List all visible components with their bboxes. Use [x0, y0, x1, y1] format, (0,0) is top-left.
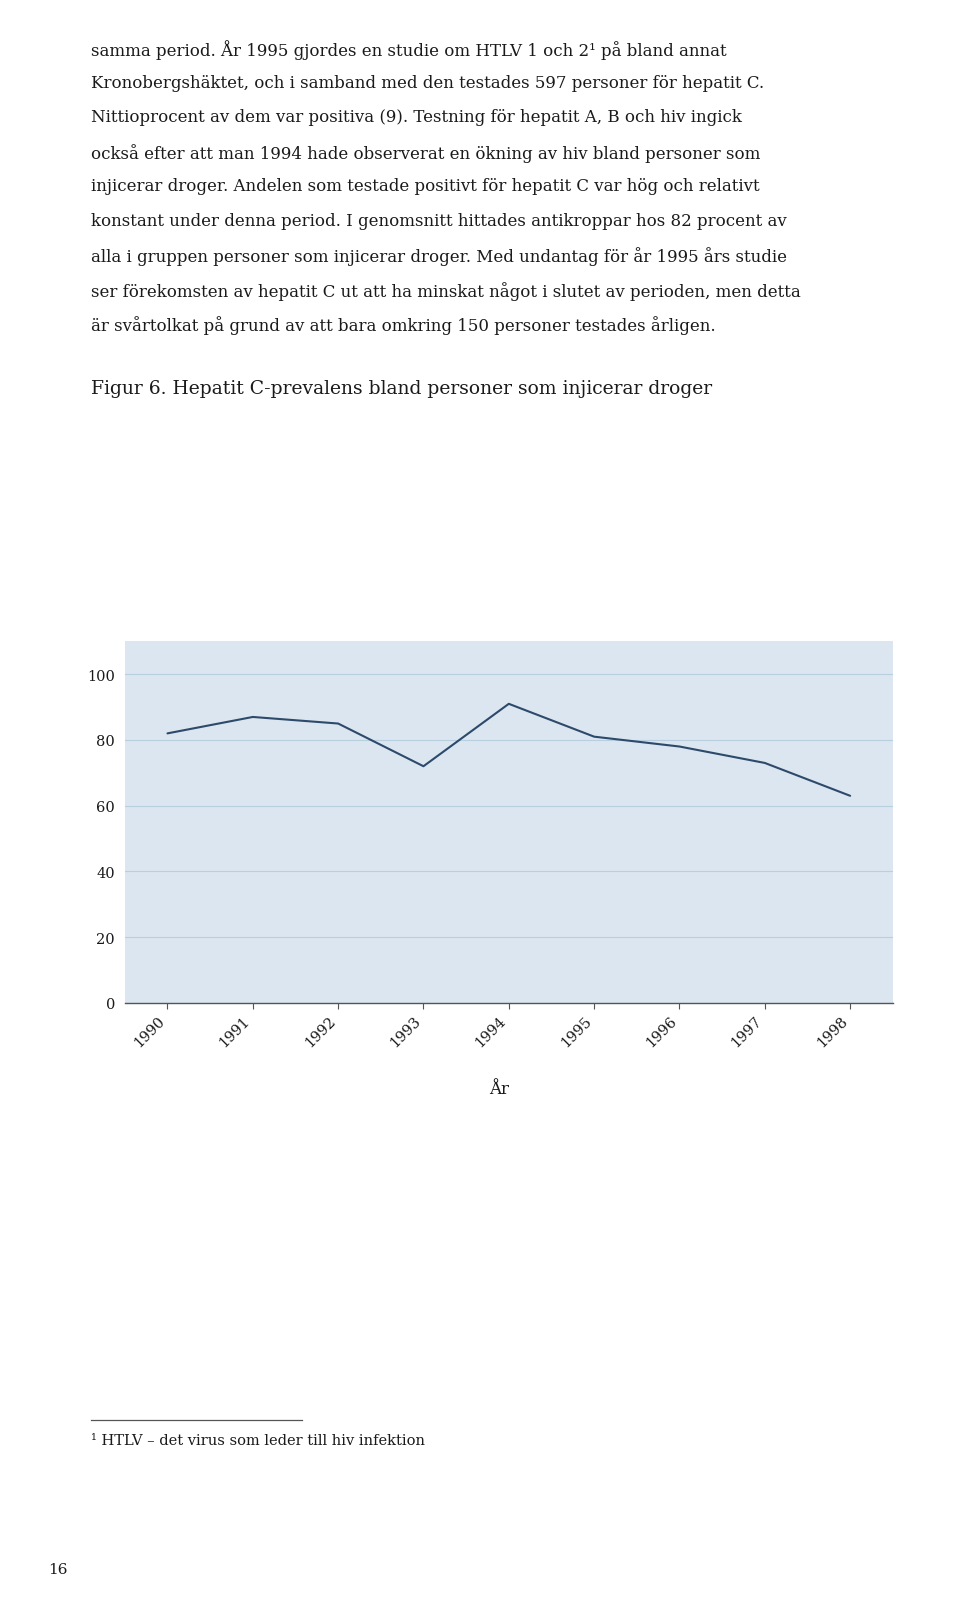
- Text: 16: 16: [48, 1562, 67, 1576]
- Text: ¹ HTLV – det virus som leder till hiv infektion: ¹ HTLV – det virus som leder till hiv in…: [91, 1433, 425, 1448]
- Text: samma period. År 1995 gjordes en studie om HTLV 1 och 2¹ på bland annat: samma period. År 1995 gjordes en studie …: [91, 40, 727, 59]
- Text: Kronobergshäktet, och i samband med den testades 597 personer för hepatit C.: Kronobergshäktet, och i samband med den …: [91, 74, 764, 91]
- Text: är svårtolkat på grund av att bara omkring 150 personer testades årligen.: är svårtolkat på grund av att bara omkri…: [91, 316, 716, 335]
- Text: alla i gruppen personer som injicerar droger. Med undantag för år 1995 års studi: alla i gruppen personer som injicerar dr…: [91, 247, 787, 266]
- Text: År: År: [490, 1080, 509, 1098]
- Text: ser förekomsten av hepatit C ut att ha minskat något i slutet av perioden, men d: ser förekomsten av hepatit C ut att ha m…: [91, 281, 801, 300]
- Text: injicerar droger. Andelen som testade positivt för hepatit C var hög och relativ: injicerar droger. Andelen som testade po…: [91, 178, 759, 196]
- Text: Figur 6. Hepatit C-prevalens bland personer som injicerar droger: Figur 6. Hepatit C-prevalens bland perso…: [91, 380, 712, 398]
- Text: Nittioprocent av dem var positiva (9). Testning för hepatit A, B och hiv ingick: Nittioprocent av dem var positiva (9). T…: [91, 109, 742, 127]
- Text: konstant under denna period. I genomsnitt hittades antikroppar hos 82 procent av: konstant under denna period. I genomsnit…: [91, 213, 787, 230]
- Text: också efter att man 1994 hade observerat en ökning av hiv bland personer som: också efter att man 1994 hade observerat…: [91, 144, 760, 162]
